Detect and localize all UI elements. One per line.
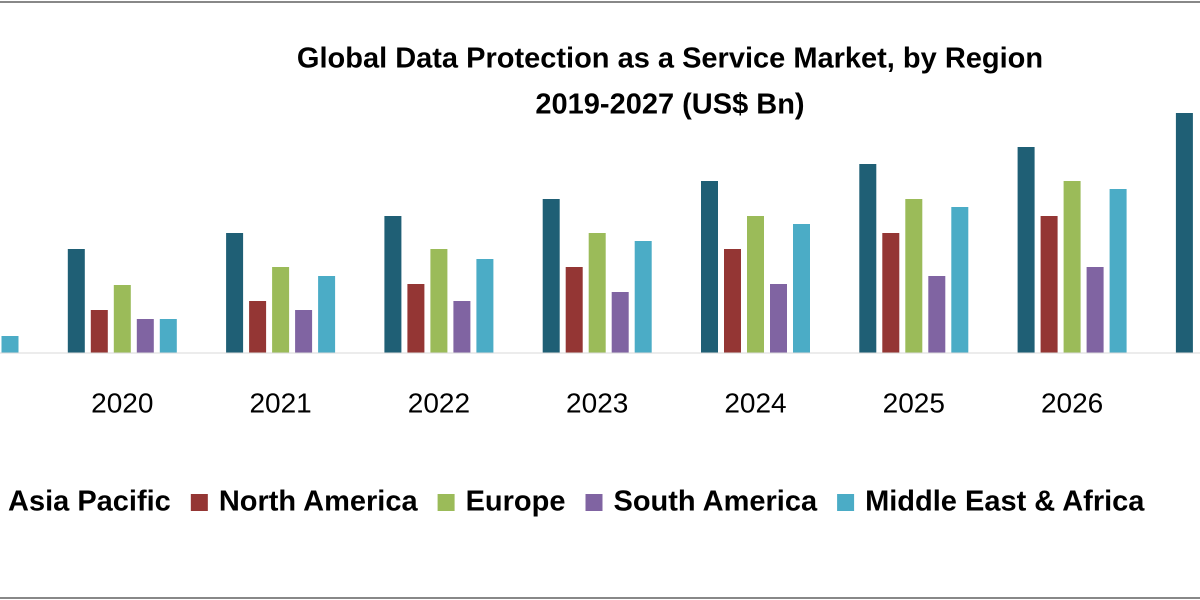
bar — [859, 164, 877, 353]
bar — [542, 199, 560, 353]
bar — [476, 259, 494, 353]
bar — [770, 284, 787, 353]
bar — [1017, 147, 1035, 353]
legend-label: Asia Pacific — [8, 486, 171, 518]
x-tick-label: 2023 — [566, 387, 628, 418]
bar — [747, 216, 764, 353]
bar — [1109, 189, 1127, 353]
bar — [453, 301, 471, 353]
bar — [611, 292, 629, 353]
x-tick-label: 2025 — [883, 387, 945, 418]
bar — [295, 310, 313, 353]
bar — [1, 336, 19, 353]
bar — [136, 319, 154, 353]
bar — [588, 233, 606, 353]
x-tick-label: 2026 — [1041, 387, 1103, 418]
bar — [67, 249, 85, 353]
bar — [882, 233, 900, 353]
bar — [1175, 113, 1193, 353]
bar — [634, 241, 652, 353]
legend-label: Middle East & Africa — [865, 486, 1145, 518]
bar — [272, 267, 290, 353]
chart-subtitle: 2019-2027 (US$ Bn) — [535, 89, 804, 121]
legend-swatch — [837, 494, 855, 511]
bar — [407, 284, 425, 353]
legend-swatch — [585, 494, 603, 511]
legend-swatch — [437, 494, 455, 511]
bar — [1086, 267, 1104, 353]
chart-title: Global Data Protection as a Service Mark… — [297, 43, 1043, 75]
legend-label: North America — [219, 486, 419, 518]
bar — [905, 199, 923, 353]
legend-label: South America — [614, 486, 818, 518]
bar — [928, 276, 946, 353]
bar — [1040, 216, 1058, 353]
bar — [90, 310, 108, 353]
legend-swatch — [190, 494, 208, 511]
x-tick-label: 2022 — [408, 387, 470, 418]
x-tick-label: 2024 — [724, 387, 786, 418]
bar — [565, 267, 583, 353]
bar — [384, 216, 402, 353]
x-tick-label: 2020 — [91, 387, 153, 418]
bar — [793, 224, 810, 353]
x-tick-label: 2021 — [249, 387, 311, 418]
bar — [159, 319, 177, 353]
bar — [430, 249, 448, 353]
bar — [724, 249, 741, 353]
bar — [1063, 181, 1081, 353]
bar — [951, 207, 969, 353]
bar — [701, 181, 718, 353]
bar — [318, 276, 336, 353]
bar — [226, 233, 244, 353]
legend-label: Europe — [466, 486, 566, 518]
bar — [113, 285, 131, 353]
bar — [249, 301, 267, 353]
